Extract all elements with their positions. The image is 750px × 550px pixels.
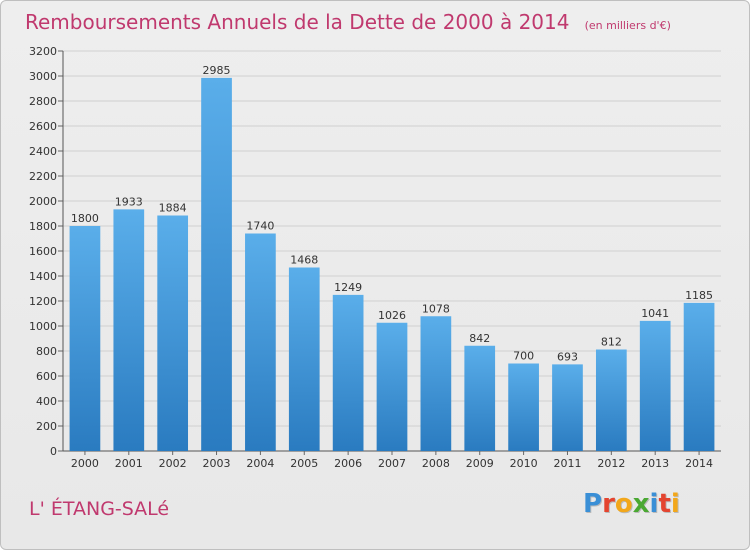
y-tick-label: 1400 bbox=[29, 270, 57, 283]
logo-letter: t bbox=[658, 489, 671, 519]
bar bbox=[464, 345, 496, 451]
bar bbox=[595, 349, 627, 451]
data-label: 842 bbox=[469, 332, 490, 345]
x-tick-label: 2007 bbox=[378, 457, 406, 470]
x-tick-label: 2012 bbox=[597, 457, 625, 470]
axes: 0 200 400 600 800 1000 1200 1400 1600 1800 2000 220… bbox=[29, 45, 721, 470]
y-tick-label: 2800 bbox=[29, 95, 57, 108]
x-tick-label: 2006 bbox=[334, 457, 362, 470]
chart-title: Remboursements Annuels de la Dette de 20… bbox=[25, 10, 570, 34]
logo-letter: x bbox=[632, 489, 650, 519]
y-tick-label: 2600 bbox=[29, 120, 57, 133]
data-label: 693 bbox=[557, 350, 578, 363]
x-tick-label: 2000 bbox=[71, 457, 99, 470]
x-tick-label: 2005 bbox=[290, 457, 318, 470]
bar bbox=[288, 267, 320, 451]
data-labels: 1800 1933 1884 2985 1740 1468 1249 1026 1078 842 7… bbox=[71, 64, 713, 364]
y-tick-label: 1800 bbox=[29, 220, 57, 233]
data-label: 700 bbox=[513, 350, 534, 363]
logo-letter: r bbox=[602, 489, 615, 519]
y-tick-label: 800 bbox=[36, 345, 57, 358]
y-tick-label: 200 bbox=[36, 420, 57, 433]
y-tick-label: 400 bbox=[36, 395, 57, 408]
bar bbox=[639, 320, 671, 451]
y-tick-label: 1000 bbox=[29, 320, 57, 333]
data-label: 1933 bbox=[115, 195, 143, 208]
bar bbox=[157, 215, 189, 451]
bar bbox=[69, 226, 101, 451]
y-tick-label: 1600 bbox=[29, 245, 57, 258]
bar bbox=[552, 364, 583, 451]
data-label: 1468 bbox=[290, 254, 318, 267]
logo-letter: i bbox=[649, 489, 659, 519]
data-label: 812 bbox=[601, 336, 622, 349]
x-tick-label: 2001 bbox=[115, 457, 143, 470]
x-tick-label: 2004 bbox=[246, 457, 274, 470]
y-tick-label: 600 bbox=[36, 370, 57, 383]
data-label: 1800 bbox=[71, 212, 99, 225]
data-label: 1740 bbox=[246, 220, 274, 233]
x-tick-label: 2008 bbox=[422, 457, 450, 470]
bar bbox=[508, 363, 539, 451]
bar bbox=[201, 77, 232, 451]
y-tick-label: 3000 bbox=[29, 70, 57, 83]
data-label: 1249 bbox=[334, 281, 362, 294]
bar bbox=[376, 322, 408, 451]
y-tick-label: 2000 bbox=[29, 195, 57, 208]
y-tick-label: 3200 bbox=[29, 45, 57, 58]
bar bbox=[683, 302, 715, 451]
data-label: 1185 bbox=[685, 289, 713, 302]
x-tick-label: 2014 bbox=[685, 457, 713, 470]
bar bbox=[245, 233, 276, 451]
logo-letter: o bbox=[614, 489, 633, 519]
y-tick-label: 0 bbox=[50, 445, 57, 458]
x-tick-label: 2010 bbox=[510, 457, 538, 470]
chart-unit: (en milliers d'€) bbox=[584, 19, 671, 32]
x-tick-label: 2013 bbox=[641, 457, 669, 470]
bars bbox=[69, 77, 715, 451]
data-label: 1041 bbox=[641, 307, 669, 320]
chart-title-block: Remboursements Annuels de la Dette de 20… bbox=[25, 10, 671, 34]
y-tick-label: 2400 bbox=[29, 145, 57, 158]
data-label: 2985 bbox=[203, 64, 231, 77]
data-label: 1078 bbox=[422, 302, 450, 315]
data-label: 1884 bbox=[159, 202, 187, 215]
bar bbox=[420, 316, 452, 451]
y-tick-label: 1200 bbox=[29, 295, 57, 308]
proxiti-logo: Proxiti bbox=[583, 489, 680, 519]
commune-name: L' ÉTANG-SALé bbox=[29, 498, 170, 520]
x-tick-label: 2002 bbox=[159, 457, 187, 470]
x-tick-label: 2009 bbox=[466, 457, 494, 470]
bar bbox=[113, 209, 145, 451]
logo-letter: P bbox=[583, 489, 603, 519]
logo-letter: i bbox=[670, 489, 680, 519]
bar bbox=[332, 294, 364, 451]
x-tick-label: 2003 bbox=[203, 457, 231, 470]
data-label: 1026 bbox=[378, 309, 406, 322]
y-tick-label: 2200 bbox=[29, 170, 57, 183]
x-tick-label: 2011 bbox=[553, 457, 581, 470]
